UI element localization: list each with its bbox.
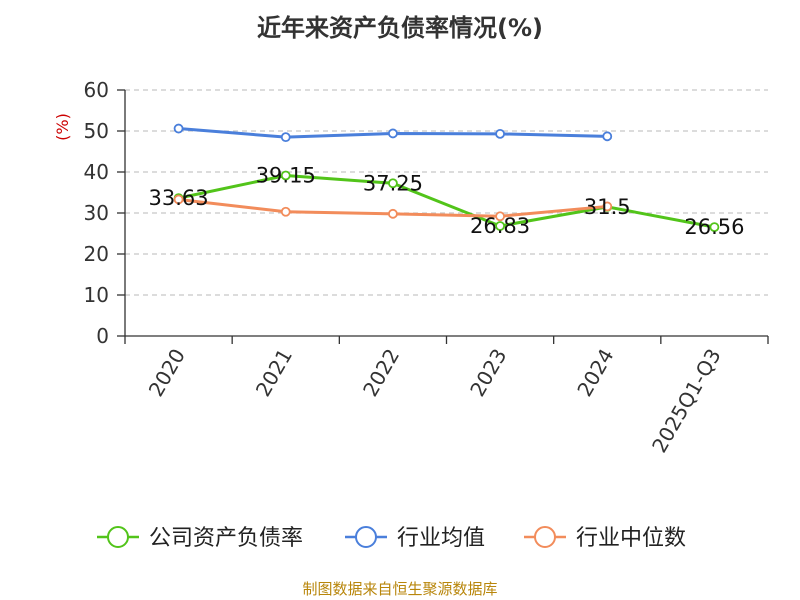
data-point	[709, 222, 720, 233]
data-label: 39.15	[256, 163, 316, 187]
source-note: 制图数据来自恒生聚源数据库	[302, 580, 498, 598]
y-tick-label: 50	[84, 119, 109, 143]
x-tick-label: 2020	[144, 345, 190, 401]
series-lines	[173, 123, 720, 233]
data-label: 26.56	[684, 215, 744, 239]
x-tick-label: 2025Q1-Q3	[647, 345, 726, 457]
legend-marker	[107, 526, 129, 548]
legend: 公司资产负债率 行业均值 行业中位数	[97, 526, 686, 551]
data-point	[495, 221, 505, 231]
data-point	[388, 178, 398, 189]
x-tick-label: 2022	[358, 345, 404, 401]
y-tick-label: 60	[84, 78, 109, 102]
data-point	[280, 170, 291, 181]
x-tick-label: 2023	[465, 345, 511, 401]
legend-label: 行业中位数	[576, 526, 686, 551]
data-labels: 33.63 39.15 37.25 26.83 31.5 26.56	[149, 163, 745, 239]
legend-marker	[534, 526, 556, 548]
y-tick-label: 30	[84, 201, 109, 225]
data-point	[388, 208, 398, 219]
data-point	[388, 128, 398, 139]
data-point	[173, 123, 184, 134]
data-label: 26.83	[470, 214, 530, 238]
gridlines	[125, 89, 768, 296]
x-tick-label: 2024	[572, 345, 618, 401]
data-label: 33.63	[149, 186, 209, 210]
y-tick-label: 20	[84, 242, 109, 266]
data-point	[173, 194, 184, 205]
chart-title: 近年来资产负债率情况(%)	[257, 14, 543, 42]
data-point	[602, 131, 613, 142]
y-axis-unit-label: (%)	[53, 113, 72, 141]
x-tick-label: 2021	[251, 345, 297, 401]
data-point	[280, 206, 291, 217]
data-label: 37.25	[363, 171, 423, 195]
data-point	[602, 201, 613, 212]
series-line	[178, 173, 715, 229]
legend-label: 公司资产负债率	[149, 526, 303, 551]
data-point	[280, 132, 291, 143]
y-tick-label: 0	[96, 324, 109, 348]
data-point	[495, 128, 505, 139]
legend-label: 行业均值	[397, 526, 485, 551]
y-tick-label: 10	[84, 283, 109, 307]
data-label: 31.5	[584, 195, 631, 219]
y-tick-label: 40	[84, 160, 109, 184]
legend-marker	[355, 526, 377, 548]
data-point	[495, 211, 505, 222]
